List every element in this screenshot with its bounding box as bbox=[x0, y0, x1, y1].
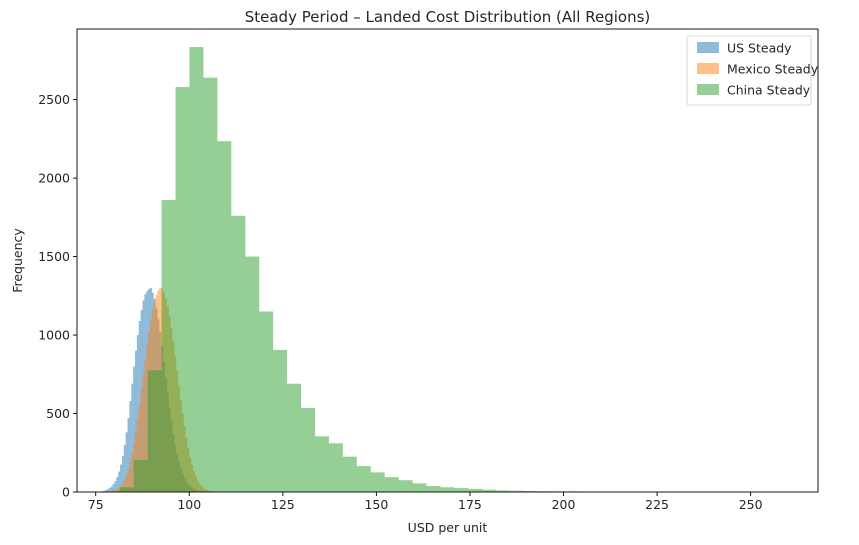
histogram-bar bbox=[125, 475, 128, 492]
histogram-bar bbox=[112, 484, 115, 492]
histogram-bar bbox=[127, 469, 130, 492]
histogram-bar bbox=[123, 479, 126, 492]
x-tick-label: 150 bbox=[364, 497, 388, 512]
histogram-bar bbox=[103, 490, 106, 492]
x-tick-label: 225 bbox=[645, 497, 669, 512]
histogram-bar bbox=[370, 472, 385, 492]
histogram-bar bbox=[454, 488, 469, 492]
plot-frame bbox=[76, 28, 819, 493]
histogram-bar bbox=[116, 489, 119, 492]
legend-swatch bbox=[697, 63, 719, 74]
y-tick-label: 0 bbox=[62, 485, 70, 500]
histogram-bar bbox=[384, 477, 399, 492]
x-tick-label: 100 bbox=[177, 497, 201, 512]
histogram-bar bbox=[144, 359, 147, 492]
x-tick-label: 250 bbox=[739, 497, 763, 512]
histogram-bar bbox=[129, 400, 132, 492]
histogram-bar bbox=[119, 487, 134, 492]
x-axis: 75 100 125 150 175 200 225 250 bbox=[88, 492, 763, 512]
bars-layer bbox=[101, 47, 803, 493]
histogram-bar bbox=[131, 383, 134, 492]
x-tick-label: 200 bbox=[552, 497, 576, 512]
histogram-bar bbox=[426, 486, 441, 492]
histogram-bar bbox=[135, 350, 137, 492]
legend-label: Mexico Steady bbox=[727, 62, 819, 77]
legend-label: China Steady bbox=[727, 83, 811, 98]
x-axis-title: USD per unit bbox=[408, 520, 488, 535]
x-tick-label: 125 bbox=[271, 497, 295, 512]
histogram-bar bbox=[259, 311, 274, 492]
histogram-bar bbox=[114, 481, 117, 492]
y-tick-label: 500 bbox=[46, 406, 70, 421]
histogram-bar bbox=[524, 491, 539, 492]
histogram-bar bbox=[136, 335, 139, 492]
histogram-bar bbox=[125, 432, 128, 492]
histogram-bar bbox=[106, 489, 109, 492]
histogram-bar bbox=[273, 349, 288, 492]
histogram-bar bbox=[118, 471, 121, 492]
histogram-bar bbox=[110, 486, 113, 492]
legend-label: US Steady bbox=[727, 41, 792, 56]
y-axis-title: Frequency bbox=[10, 228, 25, 293]
histogram-bar bbox=[203, 77, 218, 493]
histogram-bar bbox=[131, 453, 134, 492]
x-tick-label: 75 bbox=[88, 497, 104, 512]
y-axis: 0 500 1000 1500 2000 2500 bbox=[38, 92, 77, 500]
histogram-bar bbox=[121, 455, 124, 492]
histogram-bar bbox=[120, 464, 122, 492]
histogram-bar bbox=[142, 374, 145, 492]
histogram-bar bbox=[440, 487, 455, 492]
histogram-bar bbox=[287, 383, 302, 492]
histogram-bar bbox=[356, 466, 371, 492]
histogram-bar bbox=[146, 345, 149, 492]
histogram-bar bbox=[118, 487, 121, 492]
y-tick-label: 2500 bbox=[38, 92, 70, 107]
histogram-bar bbox=[161, 200, 176, 492]
histogram-bar bbox=[147, 370, 162, 492]
histogram-bar bbox=[133, 459, 148, 492]
y-tick-label: 2000 bbox=[38, 171, 70, 186]
histogram-bar bbox=[510, 490, 525, 492]
histogram-bar bbox=[133, 366, 136, 492]
series-2 bbox=[105, 47, 803, 493]
histogram-bar bbox=[482, 489, 497, 492]
y-tick-label: 1000 bbox=[38, 328, 70, 343]
histogram-bar bbox=[175, 87, 190, 492]
histogram-bar bbox=[328, 443, 343, 492]
histogram-bar bbox=[314, 436, 329, 492]
histogram-bar bbox=[412, 483, 427, 492]
histogram-bar bbox=[300, 408, 315, 492]
histogram-bar bbox=[496, 490, 511, 492]
legend-swatch bbox=[697, 84, 719, 95]
histogram-bar bbox=[140, 389, 143, 492]
histogram-bar bbox=[398, 480, 413, 492]
histogram-bar bbox=[136, 418, 139, 492]
histogram-bar bbox=[217, 141, 232, 492]
histogram-bar bbox=[116, 477, 119, 492]
histogram-bar bbox=[138, 404, 141, 492]
histogram-bar bbox=[342, 456, 357, 492]
histogram-bar bbox=[245, 256, 260, 492]
histogram-bar bbox=[108, 488, 111, 492]
x-tick-label: 175 bbox=[458, 497, 482, 512]
histogram-bar bbox=[105, 490, 107, 492]
histogram-bar bbox=[231, 215, 246, 492]
legend-swatch bbox=[697, 42, 719, 53]
chart-title: Steady Period – Landed Cost Distribution… bbox=[245, 8, 651, 26]
histogram-bar bbox=[114, 490, 117, 492]
histogram-bar bbox=[468, 488, 483, 492]
histogram-bar bbox=[127, 418, 130, 492]
histogram-bar bbox=[129, 462, 132, 492]
histogram-bar bbox=[189, 47, 204, 493]
y-tick-label: 1500 bbox=[38, 249, 70, 264]
histogram-bar bbox=[123, 444, 126, 492]
legend: US Steady Mexico Steady China Steady bbox=[686, 35, 819, 106]
